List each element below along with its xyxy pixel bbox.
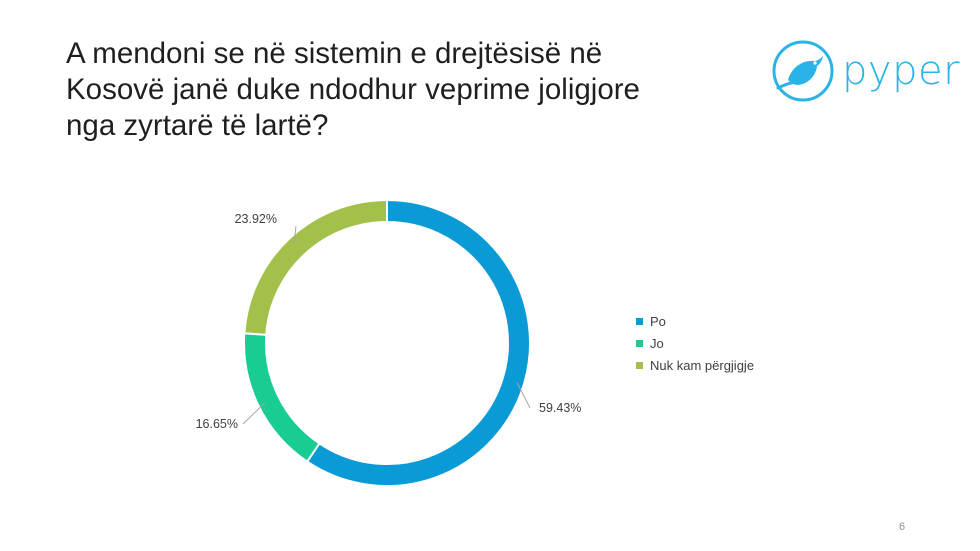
- data-label-jo: 16.65%: [196, 417, 238, 431]
- legend-item: Po: [636, 310, 754, 332]
- logo-text: pyper: [842, 48, 961, 94]
- data-label-po: 59.43%: [539, 401, 581, 415]
- chart-legend: Po Jo Nuk kam përgjigje: [636, 310, 754, 376]
- legend-label: Jo: [650, 335, 664, 351]
- bird-icon: [772, 40, 834, 102]
- legend-label: Po: [650, 313, 666, 329]
- legend-label: Nuk kam përgjigje: [650, 357, 755, 373]
- title-line-3: nga zyrtarë të lartë?: [66, 109, 329, 142]
- donut-slice-po: [305, 198, 531, 487]
- legend-swatch: [636, 317, 643, 325]
- legend-swatch: [636, 339, 643, 347]
- legend-swatch: [636, 361, 643, 369]
- donut-slice-jo: [243, 332, 321, 464]
- leader-line: [242, 402, 266, 425]
- data-label-nuk-kam-përgjigje: 23.92%: [235, 212, 277, 226]
- legend-item: Nuk kam përgjigje: [636, 354, 754, 376]
- title-line-1: A mendoni se në sistemin e drejtësisë në: [66, 37, 603, 70]
- title-line-2: Kosovë janë duke ndodhur veprime joligjo…: [66, 73, 640, 106]
- donut-slice-nuk-kam-përgjigje: [243, 198, 388, 336]
- legend-item: Jo: [636, 332, 754, 354]
- leader-line: [516, 382, 531, 409]
- leader-line: [293, 225, 297, 244]
- pyper-logo: pyper: [768, 36, 968, 106]
- slide-title: A mendoni se në sistemin e drejtësisë në…: [66, 36, 766, 144]
- page-number: 6: [899, 521, 906, 533]
